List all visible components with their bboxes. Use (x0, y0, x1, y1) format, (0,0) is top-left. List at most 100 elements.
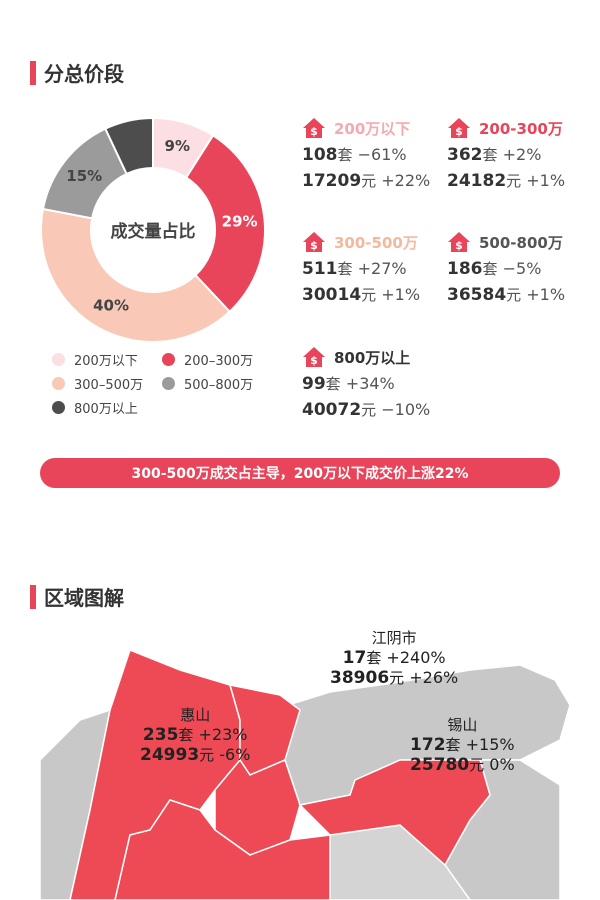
region-count-unit: 套 (445, 736, 461, 754)
region-count-row: 172套 +15% (410, 735, 515, 755)
house-dollar-icon: $ (302, 231, 326, 253)
legend-label: 800万以上 (74, 402, 138, 417)
legend-item: 800万以上 (52, 398, 138, 417)
stat-price-change: +1% (381, 285, 421, 304)
legend-item: 200–300万 (162, 350, 253, 369)
stat-count-change: +27% (357, 259, 407, 278)
stat-price-change: +1% (526, 285, 566, 304)
house-dollar-icon: $ (302, 346, 326, 368)
region-price-unit: 元 (199, 746, 215, 764)
region-map (39, 649, 571, 900)
legend-label: 500–800万 (184, 378, 254, 393)
legend-swatch (52, 353, 65, 366)
region-count-unit: 套 (178, 726, 194, 744)
legend-item: 200万以下 (52, 350, 138, 369)
legend-swatch (162, 353, 175, 366)
map-region-xishan (298, 759, 491, 867)
legend-item: 500–800万 (162, 374, 253, 393)
region-count-change: +15% (465, 735, 515, 754)
stat-count: 108 (302, 145, 338, 165)
summary-banner: 300-500万成交占主导，200万以下成交价上涨22% (40, 458, 560, 488)
region-price-row: 24993元 -6% (140, 745, 250, 765)
stat-price-row: 40072元 −10% (302, 399, 430, 421)
stat-price-change: +1% (526, 171, 566, 190)
region-price-change: 0% (489, 755, 515, 774)
region-count-unit: 套 (366, 649, 382, 667)
stat-price: 17209 (302, 171, 362, 191)
stat-count-unit: 套 (337, 146, 353, 164)
price-range-stat-block: $500-800万 186套 −5% 36584元 +1% (447, 230, 565, 306)
region-count: 17 (342, 648, 367, 668)
map-region-south (114, 799, 331, 900)
legend-swatch (52, 401, 65, 414)
stat-label: 500-800万 (479, 233, 563, 252)
legend-label: 200万以下 (74, 354, 138, 369)
stat-count: 362 (447, 145, 483, 165)
section-title-region: 区域图解 (30, 582, 124, 611)
house-dollar-icon: $ (447, 231, 471, 253)
region-name: 惠山 (180, 706, 211, 724)
region-name: 江阴市 (371, 629, 417, 647)
stat-price: 30014 (302, 285, 362, 305)
stat-count-change: +2% (502, 145, 542, 164)
region-price: 24993 (140, 745, 200, 765)
region-label: 江阴市 17套 +240% 38906元 +26% (330, 628, 458, 688)
stat-count-row: 186套 −5% (447, 258, 565, 280)
region-count-change: +240% (386, 648, 446, 667)
stat-price-row: 17209元 +22% (302, 170, 430, 192)
region-count-change: +23% (198, 725, 248, 744)
price-range-stat-block: $200-300万 362套 +2% 24182元 +1% (447, 116, 565, 192)
stat-price-change: +22% (381, 171, 431, 190)
stat-count-unit: 套 (482, 260, 498, 278)
house-dollar-icon: $ (447, 117, 471, 139)
donut-slice-label: 40% (93, 297, 129, 315)
region-price-change: +26% (409, 668, 459, 687)
price-range-stat-block: $200万以下 108套 −61% 17209元 +22% (302, 116, 430, 192)
volume-share-donut-chart: 9% 29% 40% 15% 成交量占比 (40, 116, 266, 343)
region-price: 25780 (410, 755, 470, 775)
svg-text:$: $ (455, 125, 463, 138)
stat-label: 200万以下 (334, 119, 411, 138)
legend-label: 200–300万 (184, 354, 254, 369)
stat-count: 186 (447, 259, 483, 279)
donut-slice (103, 116, 154, 176)
section-title-text: 区域图解 (44, 586, 124, 610)
donut-slice-label: 9% (165, 137, 190, 155)
stat-label: 800万以上 (334, 348, 411, 367)
stat-count-row: 99套 +34% (302, 373, 430, 395)
region-count-row: 235套 +23% (140, 725, 250, 745)
region-count: 235 (142, 725, 179, 745)
region-price-unit: 元 (389, 669, 405, 687)
svg-text:$: $ (310, 239, 318, 252)
stat-price-unit: 元 (506, 172, 522, 190)
title-accent-bar (30, 60, 36, 85)
house-dollar-icon: $ (302, 117, 326, 139)
price-range-stat-block: $300-500万 511套 +27% 30014元 +1% (302, 230, 420, 306)
stat-price-row: 24182元 +1% (447, 170, 565, 192)
stat-price: 40072 (302, 400, 362, 420)
stat-count-unit: 套 (337, 260, 353, 278)
legend-item: 300–500万 (52, 374, 143, 393)
donut-slice (184, 134, 266, 314)
stat-price: 36584 (447, 285, 507, 305)
legend-swatch (162, 377, 175, 390)
stat-count: 99 (302, 374, 326, 394)
stat-count-unit: 套 (325, 375, 341, 393)
region-count: 172 (410, 735, 446, 755)
stat-price-unit: 元 (361, 172, 377, 190)
price-range-stat-block: $800万以上 99套 +34% 40072元 −10% (302, 345, 430, 421)
stat-price-unit: 元 (361, 401, 377, 419)
legend-swatch (52, 377, 65, 390)
stat-price-unit: 元 (506, 286, 522, 304)
region-price-row: 25780元 0% (410, 755, 515, 775)
section-title-price-range: 分总价段 (30, 58, 124, 87)
stat-count-change: −61% (357, 145, 407, 164)
region-name: 锡山 (447, 716, 478, 734)
svg-text:$: $ (455, 239, 463, 252)
region-price-row: 38906元 +26% (330, 668, 458, 688)
region-price: 38906 (330, 668, 390, 688)
section-title-text: 分总价段 (44, 62, 124, 86)
stat-price-row: 36584元 +1% (447, 284, 565, 306)
svg-text:$: $ (310, 354, 318, 367)
donut-center-label: 成交量占比 (111, 221, 196, 242)
